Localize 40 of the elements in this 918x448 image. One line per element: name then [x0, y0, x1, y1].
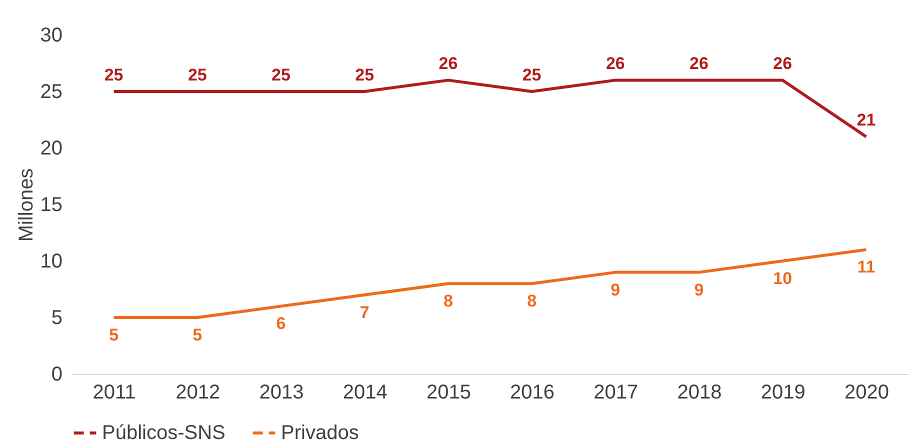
data-label: 8	[527, 292, 537, 311]
y-tick-label: 30	[40, 24, 62, 46]
x-tick-label: 2019	[760, 382, 806, 404]
x-tick-label: 2017	[594, 382, 638, 404]
legend-label: Privados	[281, 422, 359, 444]
y-tick-label: 15	[40, 194, 62, 216]
y-tick-label: 10	[40, 250, 62, 272]
data-label: 11	[857, 258, 876, 277]
y-tick-label: 25	[40, 81, 62, 103]
x-tick-label: 2011	[92, 382, 136, 404]
x-tick-label: 2013	[259, 382, 304, 404]
data-label: 25	[522, 66, 542, 84]
data-label: 26	[690, 54, 708, 74]
x-tick-label: 2012	[176, 382, 220, 404]
data-label: 26	[438, 54, 458, 74]
y-tick-label: 5	[51, 307, 62, 329]
x-tick-label: 2020	[844, 382, 889, 404]
data-label: 25	[355, 66, 374, 84]
data-label: 9	[694, 280, 704, 300]
data-label: 9	[610, 280, 620, 300]
x-tick-label: 2018	[677, 382, 722, 404]
data-label: 6	[276, 314, 286, 334]
x-tick-label: 2014	[342, 382, 388, 404]
data-label: 5	[109, 326, 119, 344]
y-axis-title: Millones	[15, 168, 38, 242]
data-label: 25	[104, 66, 124, 84]
data-label: 8	[443, 292, 453, 311]
data-label: 26	[606, 54, 625, 74]
legend-label: Públicos-SNS	[102, 422, 226, 444]
data-label: 21	[856, 110, 876, 130]
y-tick-label: 0	[51, 364, 62, 386]
data-label: 26	[773, 54, 792, 74]
y-tick-label: 20	[40, 138, 62, 160]
x-tick-label: 2015	[426, 382, 471, 404]
data-label: 7	[360, 302, 370, 322]
data-label: 10	[773, 269, 792, 288]
data-label: 25	[188, 66, 207, 84]
x-tick-label: 2016	[510, 382, 555, 404]
data-label: 25	[272, 66, 290, 84]
data-label: 5	[192, 326, 202, 344]
